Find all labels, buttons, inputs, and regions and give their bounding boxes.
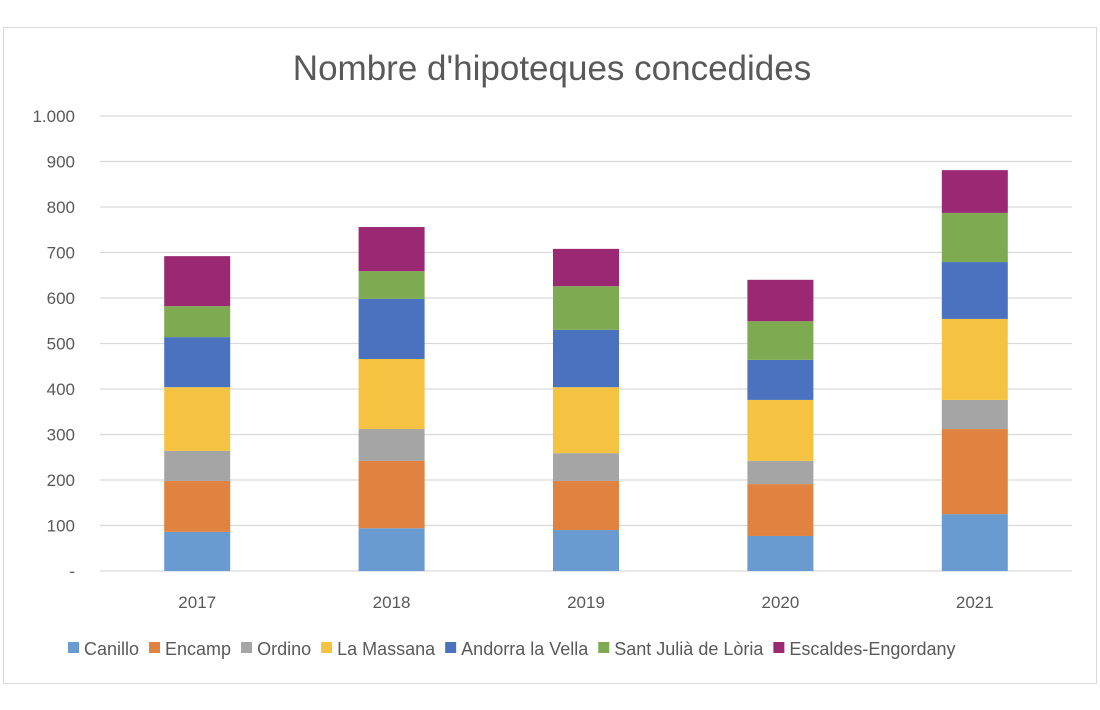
legend-item: Escaldes-Engordany <box>773 639 955 659</box>
y-tick-label: 100 <box>47 517 75 536</box>
bar-segment <box>164 480 231 532</box>
legend-swatch <box>598 642 610 653</box>
legend-swatch <box>149 642 161 653</box>
x-tick-label: 2018 <box>373 593 411 612</box>
bar-segment <box>358 227 425 272</box>
bar-segment <box>747 484 814 536</box>
bar-segment <box>164 256 231 307</box>
bar-segment <box>941 399 1008 430</box>
y-tick-label: 1.000 <box>32 107 75 126</box>
chart-title: Nombre d'hipoteques concedides <box>293 49 811 88</box>
legend-item: La Massana <box>321 639 436 659</box>
legend-swatch <box>241 642 253 653</box>
bar-segment <box>747 460 814 485</box>
legend-swatch <box>68 642 79 653</box>
legend-item: Encamp <box>149 639 231 659</box>
legend-item: Sant Julià de Lòria <box>598 639 764 659</box>
x-tick-label: 2020 <box>761 593 799 612</box>
bar-segment <box>164 337 231 388</box>
y-tick-label: 500 <box>47 335 75 354</box>
legend-label: Ordino <box>257 639 311 659</box>
x-tick-label: 2021 <box>956 593 994 612</box>
bar-segment <box>747 535 814 571</box>
legend-swatch <box>773 642 785 653</box>
x-tick-label: 2017 <box>178 593 216 612</box>
y-tick-label: 200 <box>47 471 75 490</box>
legend-label: Escaldes-Engordany <box>789 639 955 659</box>
bar-segment <box>358 460 425 529</box>
y-tick-label: 700 <box>47 244 75 263</box>
legend-swatch <box>445 642 457 653</box>
bar-segment <box>553 530 619 571</box>
bar-segment <box>941 170 1008 213</box>
y-tick-label: 300 <box>47 426 75 445</box>
bar-segment <box>358 271 425 299</box>
bar-segment <box>747 399 814 461</box>
bar-segment <box>941 514 1008 571</box>
bar-segment <box>553 329 619 388</box>
legend-swatch <box>321 642 333 653</box>
bar-segment <box>747 321 814 360</box>
legend-item: Ordino <box>241 639 311 659</box>
chart-frame <box>3 27 1097 684</box>
y-tick-label: 400 <box>47 380 75 399</box>
legend-label: La Massana <box>337 639 436 659</box>
y-tick-label: 800 <box>47 198 75 217</box>
bar-segment <box>941 429 1008 515</box>
legend-label: Canillo <box>84 639 139 659</box>
bar-segment <box>553 453 619 481</box>
bar-segment <box>358 429 425 461</box>
bar-segment <box>164 306 231 338</box>
y-tick-label: 600 <box>47 289 75 308</box>
bar-segment <box>164 387 231 451</box>
bar-segment <box>941 212 1008 263</box>
bar-segment <box>553 387 619 454</box>
y-tick-label: - <box>69 562 75 581</box>
bar-segment <box>941 262 1008 319</box>
legend-item: Canillo <box>68 639 139 659</box>
bar-segment <box>941 318 1008 400</box>
bar-segment <box>553 248 619 287</box>
bar-segment <box>747 279 814 322</box>
bar-segment <box>747 359 814 400</box>
legend-label: Encamp <box>165 639 231 659</box>
bar-segment <box>164 450 231 481</box>
y-tick-label: 900 <box>47 153 75 172</box>
legend-label: Andorra la Vella <box>461 639 589 659</box>
bar-segment <box>553 286 619 330</box>
bar-segment <box>358 298 425 359</box>
legend-item: Andorra la Vella <box>445 639 589 659</box>
bar-segment <box>164 531 231 571</box>
x-tick-label: 2019 <box>567 593 605 612</box>
legend-label: Sant Julià de Lòria <box>614 639 764 659</box>
bar-segment <box>358 528 425 571</box>
bar-segment <box>553 480 619 531</box>
bar-segment <box>358 358 425 430</box>
